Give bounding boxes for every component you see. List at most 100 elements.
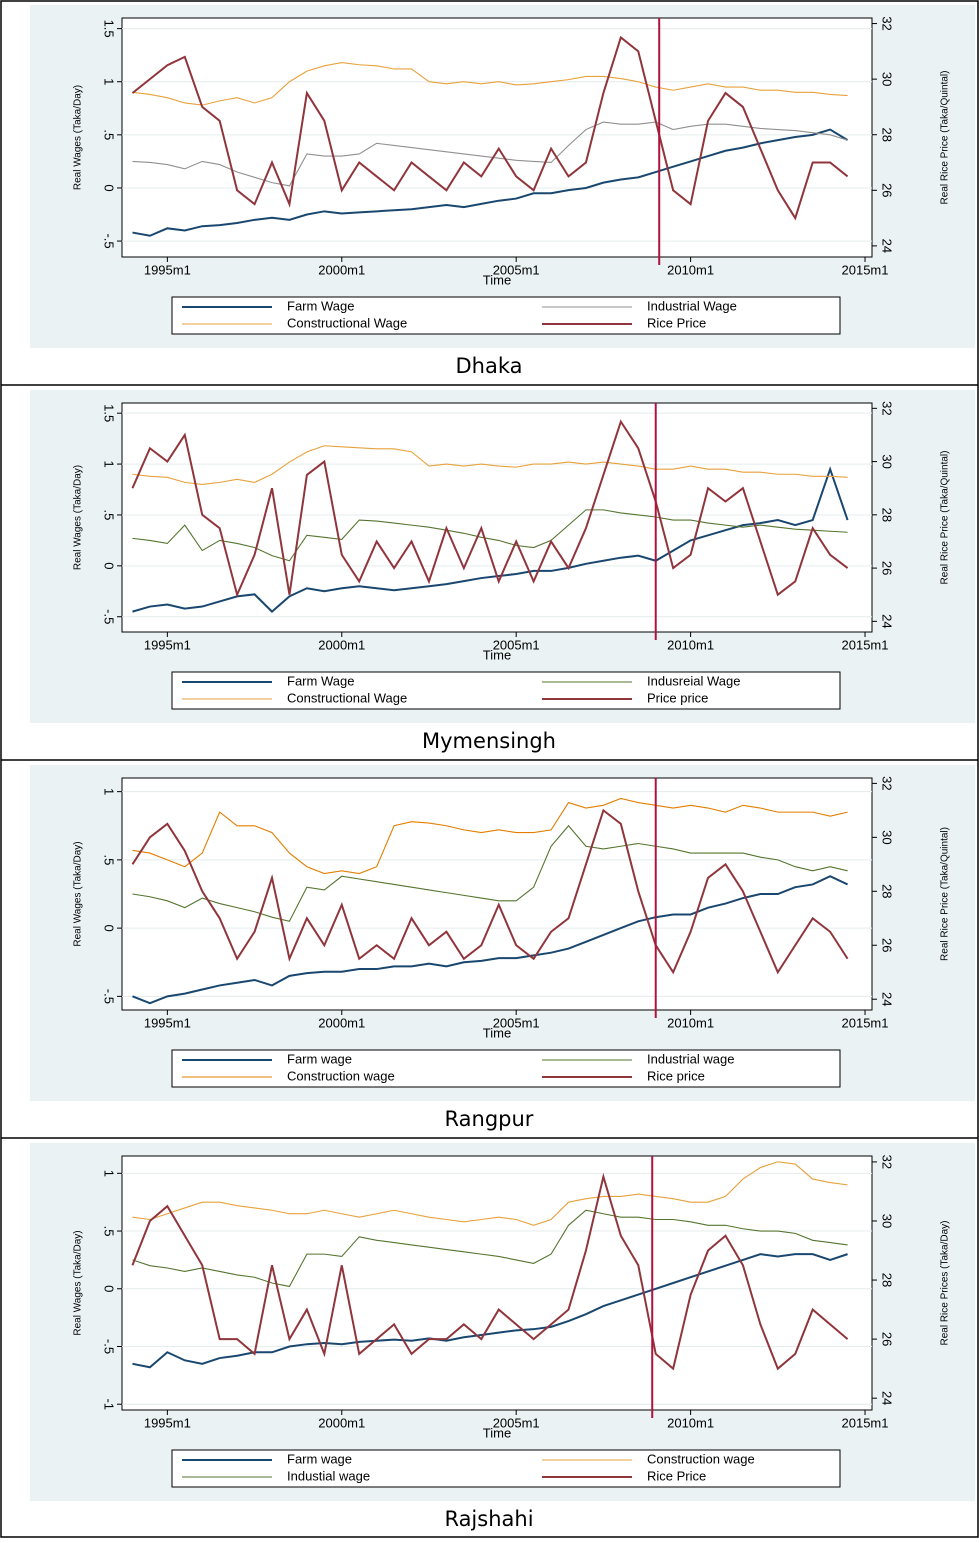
x-tick-label: 2015m1	[842, 262, 889, 277]
legend-label: Constructional Wage	[287, 315, 407, 330]
y2-tick-label: 26	[880, 938, 895, 952]
x-tick-label: 1995m1	[144, 637, 191, 652]
series-line	[131, 419, 849, 598]
y2-tick-label: 26	[880, 1332, 895, 1346]
y2-tick-label: 24	[880, 992, 895, 1006]
y-tick-label: 0	[102, 184, 117, 191]
legend-label: Farm wage	[287, 1451, 352, 1466]
x-tick-label: 1995m1	[144, 1015, 191, 1030]
y-tick-label: 0	[102, 1285, 117, 1292]
y-tick-label: .5	[102, 854, 117, 865]
y-tick-label: .5	[102, 1226, 117, 1237]
legend	[171, 671, 841, 710]
series-line	[132, 1161, 848, 1226]
legend-label: Rice price	[647, 1068, 705, 1083]
y-axis-title: Real Wages (Taka/Day)	[73, 465, 84, 570]
x-axis-title: Time	[483, 272, 511, 287]
y2-tick-label: 30	[880, 1214, 895, 1228]
y-tick-label: -.5	[102, 233, 117, 248]
series-line	[132, 128, 849, 237]
x-tick-label: 2000m1	[318, 1015, 365, 1030]
y2-tick-label: 30	[880, 454, 895, 468]
y2-tick-label: 24	[880, 614, 895, 628]
x-tick-label: 2015m1	[842, 1415, 889, 1430]
y2-tick-label: 32	[880, 16, 895, 30]
y2-tick-label: 28	[880, 127, 895, 141]
legend-label: Construction wage	[287, 1068, 395, 1083]
y2-tick-label: 28	[880, 508, 895, 522]
x-tick-label: 2000m1	[318, 637, 365, 652]
series-line	[132, 875, 849, 1005]
legend-label: Industrial wage	[647, 1051, 734, 1066]
series-line	[132, 466, 849, 614]
x-axis-title: Time	[483, 1425, 511, 1440]
y2-tick-label: 26	[880, 561, 895, 575]
series-line	[132, 509, 848, 562]
y2-tick-label: 26	[880, 183, 895, 197]
panel-caption: Mymensingh	[422, 729, 556, 753]
x-axis-title: Time	[483, 647, 511, 662]
y2-axis-title: Real Rice Price (Taka/Quintal)	[940, 451, 951, 585]
series-line	[132, 121, 848, 187]
series-line	[132, 1253, 848, 1369]
panel-caption: Rajshahi	[444, 1507, 533, 1531]
y-tick-label: -.5	[102, 1339, 117, 1354]
x-tick-label: 2000m1	[318, 1415, 365, 1430]
y-tick-label: .5	[102, 129, 117, 140]
y2-tick-label: 30	[880, 72, 895, 86]
legend-label: Construction wage	[647, 1451, 755, 1466]
series-line	[132, 1209, 848, 1288]
series-line	[132, 824, 848, 922]
legend	[171, 1049, 841, 1088]
y-tick-label: -.5	[102, 989, 117, 1004]
x-tick-label: 2005m1	[493, 1415, 540, 1430]
legend-label: Farm Wage	[287, 673, 354, 688]
x-tick-label: 1995m1	[144, 1415, 191, 1430]
x-tick-label: 2010m1	[667, 1415, 714, 1430]
legend-label: Industrial Wage	[647, 298, 737, 313]
y-tick-label: 0	[102, 562, 117, 569]
y2-tick-label: 30	[880, 830, 895, 844]
series-line	[131, 1172, 849, 1371]
y2-tick-label: 24	[880, 239, 895, 253]
y-tick-label: 1.5	[102, 20, 117, 38]
legend	[171, 1449, 841, 1488]
y2-axis-title: Real Rice Prices (Taka/Day)	[940, 1220, 951, 1345]
y-axis-title: Real Wages (Taka/Day)	[73, 85, 84, 190]
legend-label: Farm wage	[287, 1051, 352, 1066]
legend-label: Industial wage	[287, 1468, 370, 1483]
y-axis-title: Real Wages (Taka/Day)	[73, 841, 84, 946]
x-tick-label: 1995m1	[144, 262, 191, 277]
x-tick-label: 2010m1	[667, 262, 714, 277]
y2-axis-title: Real Rice Price (Taka/Quintal)	[940, 827, 951, 961]
legend-label: Indusreial Wage	[647, 673, 740, 688]
series-line	[131, 808, 849, 975]
plot-area	[121, 777, 873, 1011]
y-tick-label: 1	[102, 460, 117, 467]
plot-area	[121, 402, 873, 633]
series-line	[132, 797, 848, 875]
y-tick-label: -1	[102, 1398, 117, 1410]
x-tick-label: 2005m1	[493, 1015, 540, 1030]
y2-tick-label: 28	[880, 1273, 895, 1287]
y2-tick-label: 32	[880, 401, 895, 415]
legend-label: Price price	[647, 690, 708, 705]
x-tick-label: 2015m1	[842, 637, 889, 652]
y-tick-label: -.5	[102, 609, 117, 624]
y-tick-label: 0	[102, 925, 117, 932]
plot-area	[121, 17, 873, 258]
legend-label: Constructional Wage	[287, 690, 407, 705]
x-tick-label: 2000m1	[318, 262, 365, 277]
series-line	[131, 35, 849, 221]
x-tick-label: 2010m1	[667, 1015, 714, 1030]
x-tick-label: 2005m1	[493, 262, 540, 277]
y-tick-label: 1.5	[102, 404, 117, 422]
legend-label: Farm Wage	[287, 298, 354, 313]
y-tick-label: 1	[102, 788, 117, 795]
legend-label: Rice Price	[647, 1468, 706, 1483]
y2-tick-label: 32	[880, 1155, 895, 1169]
panel-caption: Rangpur	[445, 1107, 534, 1131]
y2-tick-label: 32	[880, 776, 895, 790]
panel-caption: Dhaka	[455, 354, 522, 378]
